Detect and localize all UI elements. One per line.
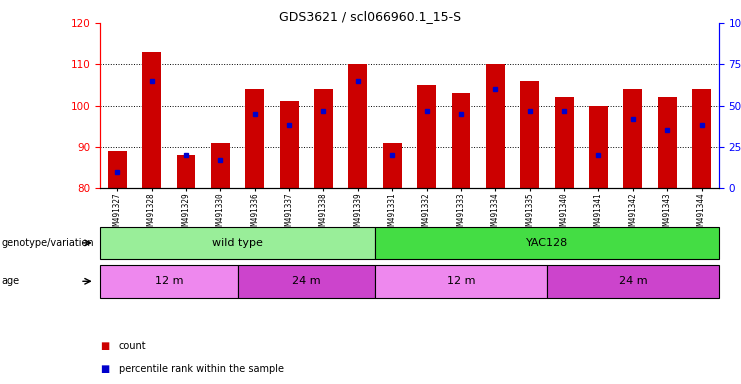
Text: YAC128: YAC128 [526,238,568,248]
Bar [100,227,375,259]
Text: count: count [119,341,146,351]
Text: age: age [1,276,19,286]
Text: ■: ■ [100,341,109,351]
Text: percentile rank within the sample: percentile rank within the sample [119,364,284,374]
Text: 24 m: 24 m [292,276,321,286]
Bar [238,265,375,298]
Text: genotype/variation: genotype/variation [1,238,94,248]
Bar [486,65,505,188]
Bar [692,89,711,188]
Bar [547,265,719,298]
Bar [417,85,436,188]
Bar [176,155,196,188]
Text: ■: ■ [100,364,109,374]
Bar [100,265,238,298]
Bar [520,81,539,188]
Bar [623,89,642,188]
Bar [658,98,677,188]
Bar [375,227,719,259]
Bar [211,143,230,188]
Bar [348,65,368,188]
Text: GDS3621 / scl066960.1_15-S: GDS3621 / scl066960.1_15-S [279,10,462,23]
Bar [314,89,333,188]
Text: 12 m: 12 m [155,276,183,286]
Bar [245,89,265,188]
Bar [142,52,161,188]
Text: wild type: wild type [212,238,263,248]
Bar [107,151,127,188]
Bar [383,143,402,188]
Text: 12 m: 12 m [447,276,475,286]
Bar [279,101,299,188]
Bar [375,265,547,298]
Bar [451,93,471,188]
Bar [589,106,608,188]
Bar [554,98,574,188]
Text: 24 m: 24 m [619,276,647,286]
